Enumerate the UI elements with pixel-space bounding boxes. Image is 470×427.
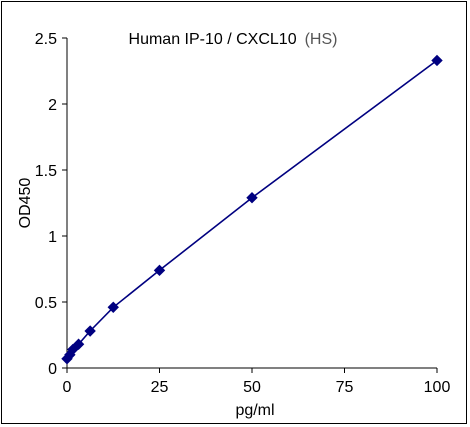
data-point [246, 192, 258, 204]
x-tick-label: 25 [151, 379, 169, 396]
y-ticks: 0 0.5 1 1.5 2 2.5 [35, 31, 67, 378]
chart-title-group: Human IP-10 / CXCL10 (HS) [129, 31, 338, 48]
y-tick-label: 0 [48, 361, 57, 378]
series-line [66, 59, 438, 360]
x-tick-label: 0 [63, 379, 72, 396]
y-tick-label: 1.5 [35, 163, 57, 180]
data-point [107, 301, 119, 313]
x-tick-label: 75 [336, 379, 354, 396]
data-point [153, 264, 166, 277]
y-axis-title: OD450 [17, 178, 34, 229]
x-ticks: 0 25 50 75 100 [63, 368, 451, 396]
chart-title: Human IP-10 / CXCL10 [129, 31, 297, 48]
data-point [72, 338, 85, 350]
data-point [431, 54, 443, 67]
data-point [84, 325, 96, 337]
y-tick-label: 2.5 [35, 31, 57, 48]
svg-text:Human IP-10 / CXCL10 (HS: Human IP-10 / CXCL10 (HS) [129, 31, 338, 48]
y-tick-label: 2 [48, 97, 57, 114]
x-tick-label: 100 [424, 379, 451, 396]
data-point [67, 343, 79, 356]
x-tick-label: 50 [243, 379, 261, 396]
series-layer [61, 54, 443, 365]
x-axis-title: pg/ml [235, 402, 274, 419]
y-tick-label: 0.5 [35, 295, 57, 312]
chart-title-suffix: (HS) [305, 31, 338, 48]
y-tick-label: 1 [48, 229, 57, 246]
